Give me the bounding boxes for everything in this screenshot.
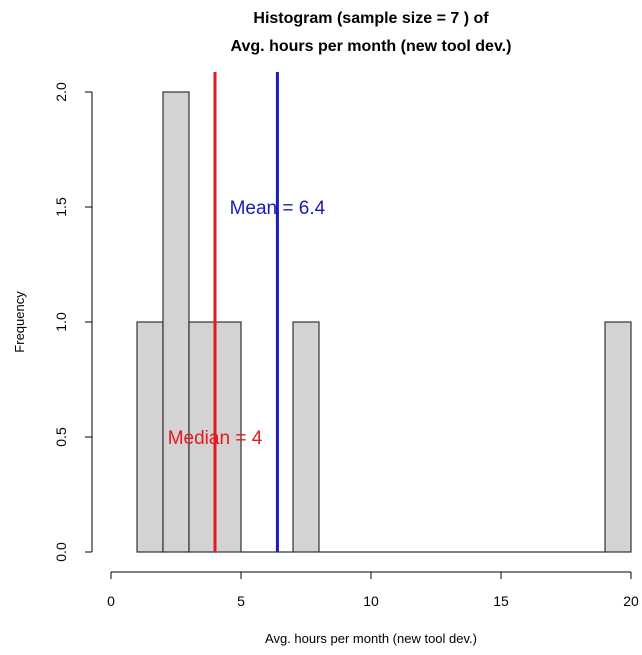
y-tick-label: 1.0 — [53, 312, 69, 332]
histogram-bar — [162, 91, 190, 553]
x-tick-label: 0 — [107, 593, 115, 609]
mean-label: Mean = 6.4 — [230, 198, 326, 219]
histogram-bars — [136, 91, 632, 553]
chart-title-line1: Histogram (sample size = 7 ) of — [253, 10, 489, 27]
x-tick-label: 20 — [623, 593, 639, 609]
reference-lines: Median = 4 Mean = 6.4 — [168, 72, 326, 552]
chart-title-line2: Avg. hours per month (new tool dev.) — [231, 38, 512, 55]
y-tick-label: 1.5 — [53, 197, 69, 217]
axes: 0 5 10 15 20 0.0 0.5 1.0 1.5 2.0 — [53, 82, 639, 609]
y-axis-label: Frequency — [12, 291, 27, 353]
histogram-bar — [188, 321, 216, 553]
histogram-bar — [604, 321, 632, 553]
y-tick-label: 2.0 — [53, 82, 69, 102]
median-label: Median = 4 — [168, 428, 263, 449]
x-tick-label: 10 — [363, 593, 379, 609]
histogram-bar — [214, 321, 242, 553]
x-axis-label: Avg. hours per month (new tool dev.) — [265, 631, 477, 646]
y-tick-label: 0.0 — [53, 542, 69, 562]
histogram-bar — [136, 321, 164, 553]
x-tick-label: 15 — [493, 593, 509, 609]
x-tick-label: 5 — [237, 593, 245, 609]
y-tick-label: 0.5 — [53, 427, 69, 447]
histogram-bar — [292, 321, 320, 553]
